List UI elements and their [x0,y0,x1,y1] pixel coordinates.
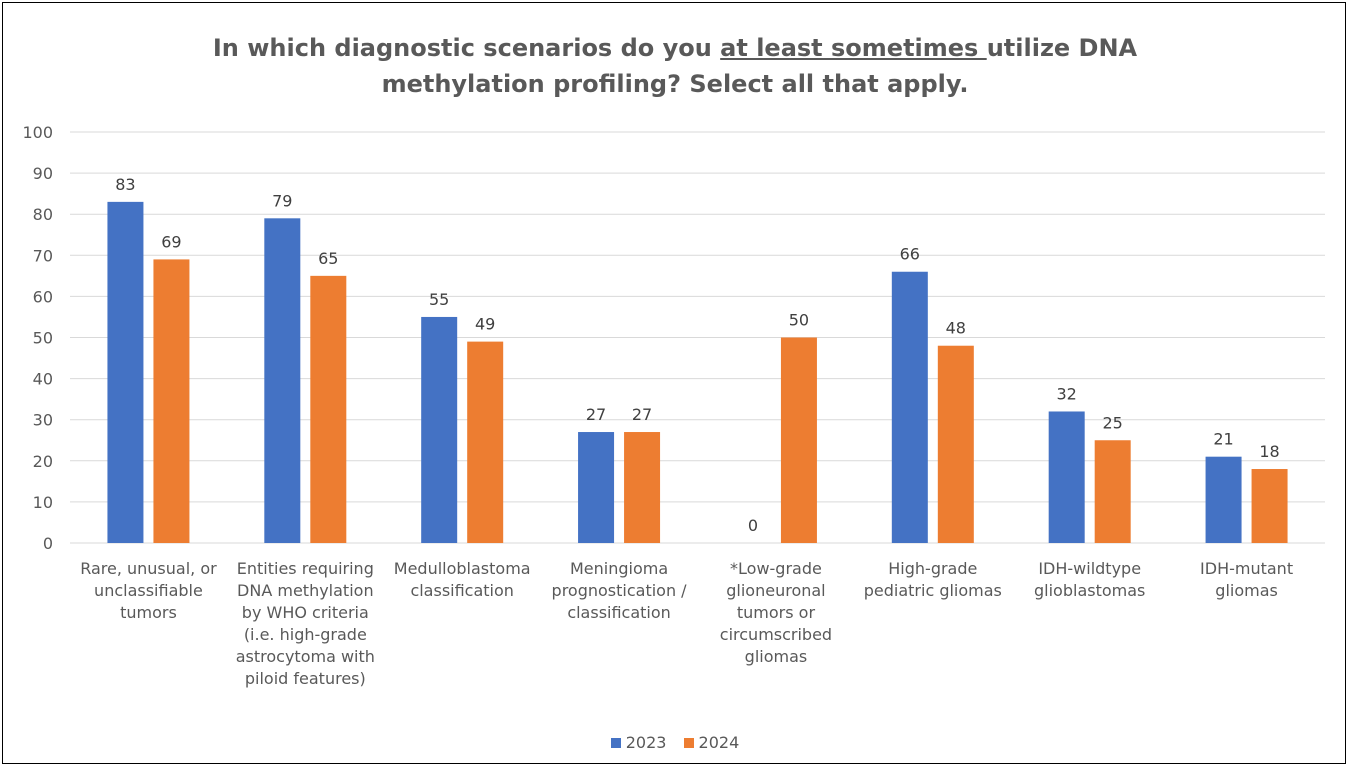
y-tick-label: 100 [22,123,53,142]
bar-2024-0 [153,259,189,543]
bars [107,202,1287,543]
category-label-line: gliomas [696,646,856,668]
category-label-line: Entities requiring [225,558,385,580]
y-tick-label: 20 [33,452,53,471]
y-tick-label: 40 [33,370,53,389]
category-label-line: (i.e. high-grade [225,624,385,646]
y-axis-tick-labels: 0 10 20 30 40 50 60 70 80 90 100 [22,123,53,553]
bar-2024-2 [467,342,503,543]
bar-2024-6 [1095,440,1131,543]
category-label-7: IDH-mutant gliomas [1167,558,1327,602]
data-label-2024-4: 50 [789,311,809,330]
legend-item-2024: 2024 [684,733,740,752]
bar-2024-5 [938,346,974,543]
category-label-line: pediatric gliomas [853,580,1013,602]
category-label-line: astrocytoma with [225,646,385,668]
y-tick-label: 60 [33,287,53,306]
category-label-4: *Low-grade glioneuronal tumors or circumscr… [696,558,856,668]
category-label-line: gliomas [1167,580,1327,602]
legend-swatch-2024 [684,738,694,748]
category-label-line: *Low-grade [696,558,856,580]
y-tick-label: 90 [33,164,53,183]
category-label-line: circumscribed [696,624,856,646]
legend-swatch-2023 [611,738,621,748]
category-label-line: tumors or [696,602,856,624]
category-label-2: Medulloblastoma classification [382,558,542,602]
y-tick-label: 80 [33,205,53,224]
category-label-6: IDH-wildtype glioblastomas [1010,558,1170,602]
y-tick-label: 10 [33,493,53,512]
bar-2023-7 [1206,457,1242,543]
bar-2023-0 [107,202,143,543]
data-label-2023-5: 66 [900,245,920,264]
category-label-line: glioneuronal [696,580,856,602]
category-label-line: unclassifiable [68,580,228,602]
data-label-2023-7: 21 [1213,430,1233,449]
category-label-0: Rare, unusual, or unclassifiable tumors [68,558,228,624]
data-label-2024-1: 65 [318,249,338,268]
category-label-line: High-grade [853,558,1013,580]
legend-label-2024: 2024 [699,733,740,752]
category-label-5: High-grade pediatric gliomas [853,558,1013,602]
category-label-line: prognostication / [539,580,699,602]
data-label-2023-1: 79 [272,191,292,210]
bar-2023-6 [1049,411,1085,543]
legend-label-2023: 2023 [626,733,667,752]
category-label-line: tumors [68,602,228,624]
category-label-line: Meningioma [539,558,699,580]
bar-2024-4 [781,338,817,544]
gridlines [70,132,1325,543]
bar-2024-1 [310,276,346,543]
y-tick-label: 30 [33,411,53,430]
data-label-2023-4: 0 [748,516,758,535]
data-label-2024-6: 25 [1103,413,1123,432]
data-label-2024-3: 27 [632,405,652,424]
data-label-2023-2: 55 [429,290,449,309]
category-label-1: Entities requiring DNA methylation by WHO … [225,558,385,690]
data-label-2024-5: 48 [946,319,966,338]
category-label-line: glioblastomas [1010,580,1170,602]
category-label-line: classification [539,602,699,624]
category-label-line: DNA methylation [225,580,385,602]
data-label-2023-0: 83 [115,175,135,194]
data-label-2024-2: 49 [475,315,495,334]
data-label-2024-0: 69 [161,232,181,251]
data-label-2024-7: 18 [1259,442,1279,461]
y-tick-label: 50 [33,329,53,348]
data-label-2023-6: 32 [1057,384,1077,403]
legend-item-2023: 2023 [611,733,667,752]
data-label-2023-3: 27 [586,405,606,424]
bar-2024-3 [624,432,660,543]
category-label-3: Meningioma prognostication / classificatio… [539,558,699,624]
bar-2023-5 [892,272,928,543]
category-label-line: Medulloblastoma [382,558,542,580]
category-label-line: piloid features) [225,668,385,690]
y-tick-label: 0 [43,534,53,553]
bar-2024-7 [1252,469,1288,543]
category-label-line: IDH-mutant [1167,558,1327,580]
category-label-line: Rare, unusual, or [68,558,228,580]
category-label-line: IDH-wildtype [1010,558,1170,580]
legend: 2023 2024 [0,733,1350,752]
bar-2023-2 [421,317,457,543]
bar-2023-3 [578,432,614,543]
category-label-line: classification [382,580,542,602]
bar-2023-1 [264,218,300,543]
y-tick-label: 70 [33,246,53,265]
category-label-line: by WHO criteria [225,602,385,624]
